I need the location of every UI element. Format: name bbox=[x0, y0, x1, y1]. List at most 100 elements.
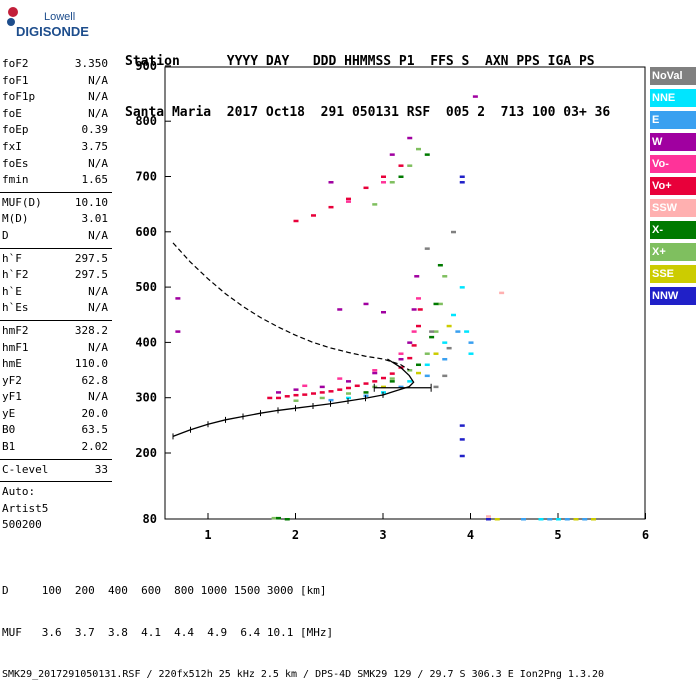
param-label: h`F2 bbox=[2, 268, 29, 282]
echo-point bbox=[429, 335, 435, 339]
logo-line1: Lowell bbox=[44, 11, 75, 23]
echo-point bbox=[499, 291, 505, 295]
echo-point bbox=[346, 386, 351, 390]
echo-point bbox=[407, 164, 413, 167]
param-label: yF1 bbox=[2, 390, 22, 404]
echo-point bbox=[398, 352, 404, 355]
param-row: hmE 110.0 bbox=[0, 356, 112, 373]
x-tick-label: 4 bbox=[467, 528, 474, 542]
echo-point bbox=[407, 356, 413, 360]
param-value: 328.2 bbox=[74, 323, 108, 337]
param-value: 297.5 bbox=[74, 251, 108, 265]
echo-point bbox=[564, 518, 570, 521]
param-row: foF2 3.350 bbox=[0, 56, 112, 73]
x-tick-label: 2 bbox=[292, 528, 299, 542]
param-value: 63.5 bbox=[81, 423, 109, 437]
echo-point bbox=[389, 372, 395, 375]
echo-point bbox=[372, 371, 378, 375]
param-label: Artist5 bbox=[2, 501, 49, 515]
dashed-curve bbox=[172, 242, 410, 371]
echo-point bbox=[389, 181, 395, 184]
echo-point bbox=[354, 384, 360, 388]
param-label: foF1 bbox=[2, 73, 29, 87]
param-row: hmF2 328.2 bbox=[0, 323, 112, 340]
param-label: Auto: bbox=[2, 485, 36, 499]
echo-point bbox=[276, 396, 281, 400]
param-separator bbox=[0, 191, 112, 193]
echo-point bbox=[381, 385, 386, 389]
echo-point bbox=[433, 385, 439, 389]
echo-point bbox=[363, 302, 369, 306]
echo-point bbox=[337, 377, 343, 380]
echo-point bbox=[591, 518, 596, 521]
legend-item-w: W bbox=[650, 133, 696, 151]
echo-point bbox=[389, 377, 395, 380]
echo-point bbox=[416, 371, 421, 375]
echo-point bbox=[407, 136, 413, 140]
echo-point bbox=[293, 219, 299, 223]
param-value: 297.5 bbox=[74, 268, 108, 282]
param-value: 1.65 bbox=[81, 173, 109, 187]
legend-item-vo: Vo- bbox=[650, 155, 696, 173]
echo-point bbox=[328, 181, 334, 184]
legend-item-noval: NoVal bbox=[650, 67, 696, 85]
echo-point bbox=[442, 275, 448, 278]
echo-point bbox=[302, 393, 308, 396]
digisonde-logo: Lowell DIGISONDE bbox=[7, 7, 89, 39]
y-tick-label: 800 bbox=[135, 114, 157, 128]
param-row: B0 63.5 bbox=[0, 422, 112, 439]
echo-point bbox=[486, 515, 491, 518]
echo-point bbox=[547, 518, 553, 521]
x-tick-label: 6 bbox=[642, 528, 649, 542]
param-row: foEp 0.39 bbox=[0, 122, 112, 139]
echo-point bbox=[433, 352, 439, 355]
echo-point bbox=[363, 382, 369, 385]
param-label: h`E bbox=[2, 284, 22, 298]
param-value: 110.0 bbox=[74, 357, 108, 371]
param-label: hmF2 bbox=[2, 323, 29, 337]
echo-point bbox=[381, 181, 386, 184]
echo-point bbox=[433, 302, 439, 306]
echo-point bbox=[424, 153, 430, 156]
param-value: N/A bbox=[88, 90, 108, 104]
param-row: yE 20.0 bbox=[0, 406, 112, 423]
echo-point bbox=[319, 385, 325, 389]
footer-distance-row: D 100 200 400 600 800 1000 1500 3000 [km… bbox=[2, 584, 327, 597]
param-row: MUF(D) 10.10 bbox=[0, 195, 112, 212]
echo-point bbox=[328, 398, 334, 402]
param-row: foE N/A bbox=[0, 106, 112, 123]
param-separator bbox=[0, 247, 112, 249]
echo-point bbox=[293, 393, 299, 397]
param-row: yF2 62.8 bbox=[0, 373, 112, 390]
echo-point bbox=[311, 392, 316, 395]
plot-frame bbox=[164, 66, 646, 520]
param-label: h`F bbox=[2, 251, 22, 265]
echo-point bbox=[416, 297, 421, 300]
footer: D 100 200 400 600 800 1000 1500 3000 [km… bbox=[2, 556, 604, 696]
param-separator bbox=[0, 458, 112, 460]
param-label: foEp bbox=[2, 123, 29, 137]
echo-point bbox=[455, 330, 461, 333]
echo-point bbox=[381, 376, 386, 380]
param-value: N/A bbox=[88, 106, 108, 120]
param-row: Artist5 bbox=[0, 501, 112, 518]
echo-point bbox=[328, 390, 334, 393]
echo-point bbox=[267, 396, 273, 400]
param-value: 2.02 bbox=[81, 440, 109, 454]
echo-point bbox=[381, 175, 386, 178]
echo-point bbox=[556, 518, 561, 521]
echo-point bbox=[372, 369, 378, 372]
param-value: 3.350 bbox=[74, 57, 108, 70]
echo-point bbox=[389, 380, 395, 383]
param-value: N/A bbox=[88, 390, 108, 404]
param-label: C-level bbox=[2, 462, 49, 476]
x-tick-label: 1 bbox=[204, 528, 211, 542]
echo-point bbox=[459, 286, 465, 289]
echo-point bbox=[459, 424, 465, 427]
echo-point bbox=[442, 374, 448, 378]
echo-point bbox=[429, 330, 435, 333]
param-label: foF1p bbox=[2, 90, 36, 104]
x-tick-label: 5 bbox=[554, 528, 561, 542]
param-row: fmin 1.65 bbox=[0, 172, 112, 189]
echo-point bbox=[398, 164, 404, 167]
